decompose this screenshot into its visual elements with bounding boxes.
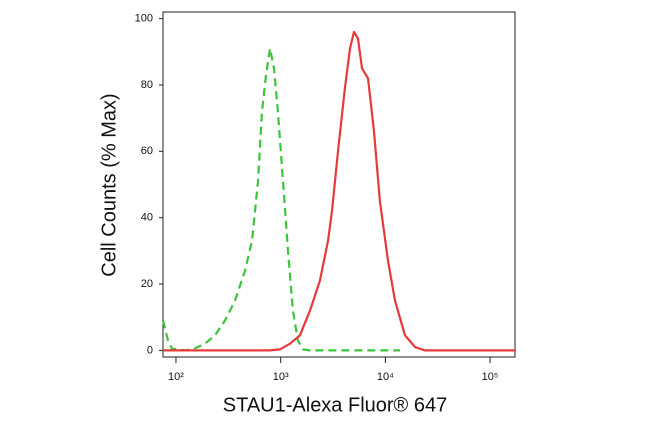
x-tick-label: 10²	[168, 371, 184, 383]
series-line	[161, 47, 400, 352]
y-axis-label: Cell Counts (% Max)	[98, 93, 120, 276]
y-tick-label: 0	[147, 344, 153, 356]
y-tick-label: 60	[141, 145, 153, 157]
x-tick-label: 10⁴	[377, 371, 394, 383]
x-tick-label: 10⁵	[482, 371, 499, 383]
y-tick-label: 40	[141, 212, 153, 224]
y-tick-label: 20	[141, 278, 153, 290]
plot-frame	[162, 11, 516, 358]
x-axis-label: STAU1-Alexa Fluor® 647	[223, 394, 447, 416]
y-tick-label: 100	[135, 13, 153, 25]
x-tick-label: 10³	[273, 371, 289, 383]
y-tick-label: 80	[141, 79, 153, 91]
series-line	[163, 30, 515, 352]
